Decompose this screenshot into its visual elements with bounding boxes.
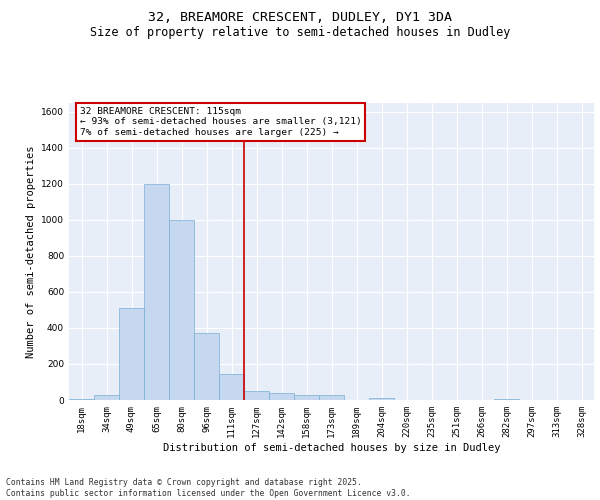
Text: 32 BREAMORE CRESCENT: 115sqm
← 93% of semi-detached houses are smaller (3,121)
7: 32 BREAMORE CRESCENT: 115sqm ← 93% of se… [79, 107, 361, 137]
Bar [294, 394, 319, 400]
Text: 32, BREAMORE CRESCENT, DUDLEY, DY1 3DA: 32, BREAMORE CRESCENT, DUDLEY, DY1 3DA [148, 11, 452, 24]
Bar [144, 184, 169, 400]
Bar [94, 394, 119, 400]
Text: Contains HM Land Registry data © Crown copyright and database right 2025.
Contai: Contains HM Land Registry data © Crown c… [6, 478, 410, 498]
Bar [119, 308, 144, 400]
Bar [194, 334, 219, 400]
Bar [319, 396, 344, 400]
Bar [269, 393, 294, 400]
X-axis label: Distribution of semi-detached houses by size in Dudley: Distribution of semi-detached houses by … [163, 442, 500, 452]
Y-axis label: Number of semi-detached properties: Number of semi-detached properties [26, 145, 35, 358]
Bar [219, 374, 244, 400]
Bar [244, 391, 269, 400]
Bar [369, 398, 394, 400]
Text: Size of property relative to semi-detached houses in Dudley: Size of property relative to semi-detach… [90, 26, 510, 39]
Bar [494, 398, 519, 400]
Bar [69, 398, 94, 400]
Bar [169, 220, 194, 400]
